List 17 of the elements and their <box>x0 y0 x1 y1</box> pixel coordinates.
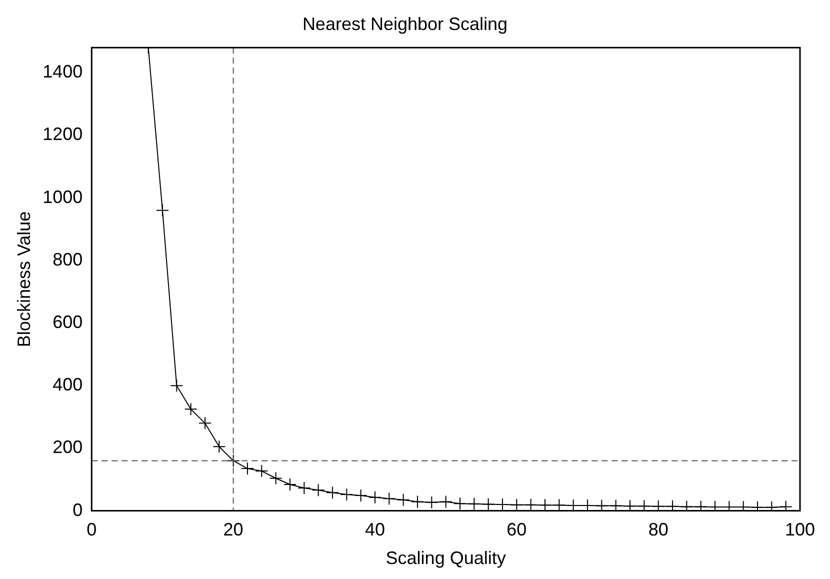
y-tick-label: 0 <box>72 500 83 520</box>
y-tick-label: 200 <box>52 437 83 458</box>
x-tick-label: 80 <box>648 520 668 540</box>
x-tick-label: 0 <box>86 520 97 540</box>
x-tick-label: 100 <box>784 520 816 540</box>
y-tick-label: 1000 <box>42 186 83 207</box>
y-tick-label: 400 <box>52 374 83 395</box>
y-tick-label: 1400 <box>42 62 83 82</box>
x-tick-label: 40 <box>364 520 385 540</box>
y-tick-label: 800 <box>52 249 83 270</box>
y-tick-label: 600 <box>52 312 83 332</box>
y-tick-label: 1200 <box>42 124 83 144</box>
chart-title: Nearest Neighbor Scaling <box>302 14 508 34</box>
y-axis-title: Blockiness Value <box>14 211 34 348</box>
x-tick-label: 60 <box>506 520 527 540</box>
x-tick-label: 20 <box>223 520 244 540</box>
x-axis-title: Scaling Quality <box>386 548 506 568</box>
